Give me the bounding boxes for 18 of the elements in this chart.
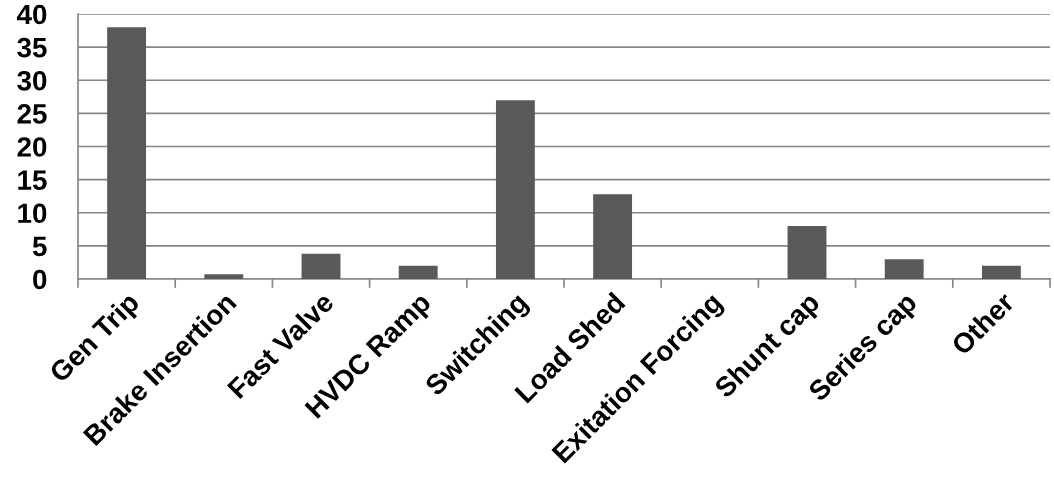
y-tick-label: 40 [16, 4, 47, 25]
bar [107, 27, 147, 279]
bar [301, 253, 341, 279]
y-tick-label: 15 [18, 170, 47, 190]
bar [398, 265, 438, 279]
bar [981, 265, 1021, 279]
y-tick-label: 35 [17, 37, 47, 58]
bar [787, 226, 827, 279]
bar [884, 259, 924, 279]
bar [593, 194, 633, 279]
y-tick-label: 0 [33, 269, 47, 290]
y-tick-label: 10 [18, 203, 47, 224]
bar [495, 100, 535, 279]
y-tick-label: 30 [17, 70, 47, 91]
bar [204, 274, 244, 279]
y-tick-label: 25 [17, 104, 47, 124]
y-tick-label: 20 [17, 137, 47, 157]
y-tick-label: 5 [32, 236, 47, 257]
